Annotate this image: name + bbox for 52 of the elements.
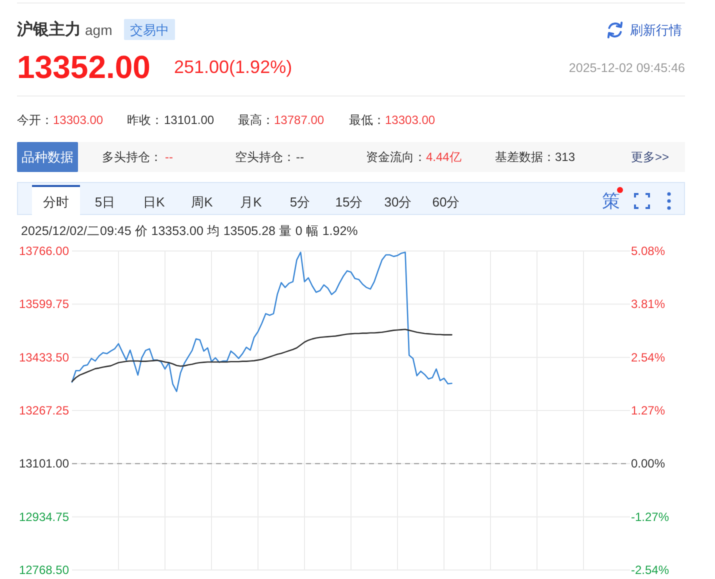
text: 日K bbox=[143, 194, 166, 210]
text: 更多>> bbox=[631, 150, 670, 164]
y2-tick-label: 5.08% bbox=[631, 244, 666, 258]
text: 空头持仓： bbox=[235, 150, 295, 164]
text: 13352.00 bbox=[17, 49, 150, 85]
y2-tick-label: 1.27% bbox=[631, 404, 666, 418]
text: -- bbox=[296, 150, 304, 164]
text: 313 bbox=[555, 150, 576, 164]
text: 基差数据： bbox=[495, 150, 555, 164]
text: 5分 bbox=[290, 194, 310, 210]
text: 13101.00 bbox=[164, 113, 214, 127]
text: 13303.00 bbox=[53, 113, 104, 127]
text: 周K bbox=[191, 194, 214, 210]
text: 昨收： bbox=[127, 113, 163, 127]
y2-tick-label: 3.81% bbox=[631, 297, 666, 312]
text: 资金流向： bbox=[366, 150, 426, 164]
text: 60分 bbox=[432, 194, 460, 210]
text: 15分 bbox=[335, 194, 363, 210]
text: 最低： bbox=[349, 113, 385, 127]
text: 今开： bbox=[17, 113, 53, 127]
text: 刷新行情 bbox=[630, 22, 682, 38]
chart-subtitle: 2025/12/02/二09:45 价 13353.00 均 13505.28 量 0 幅 1.92% bbox=[21, 224, 358, 238]
text: -- bbox=[165, 150, 173, 164]
text: 品种数据 bbox=[22, 150, 74, 164]
text: 策 bbox=[602, 191, 620, 211]
text: 最高： bbox=[238, 113, 274, 127]
line-series bbox=[71, 328, 452, 382]
text: 13787.00 bbox=[274, 113, 324, 127]
text: 分时 bbox=[43, 194, 69, 210]
y-tick-label: 12934.75 bbox=[18, 510, 70, 524]
y-tick-label: 12768.50 bbox=[18, 563, 70, 577]
text: 13303.00 bbox=[385, 113, 436, 127]
y2-tick-label: -2.54% bbox=[631, 563, 670, 577]
text: 251.00(1.92%) bbox=[174, 57, 292, 77]
y-tick-label: 13267.25 bbox=[18, 404, 70, 418]
chart-title: 沪银主力 bbox=[16, 20, 81, 38]
text: 多头持仓： bbox=[102, 150, 162, 164]
y2-tick-label: 0.00% bbox=[631, 456, 666, 471]
y-tick-label: 13766.00 bbox=[18, 244, 70, 258]
text: 月K bbox=[240, 194, 262, 210]
y2-tick-label: 2.54% bbox=[631, 350, 666, 364]
text: 4.44亿 bbox=[426, 150, 462, 164]
text: agm bbox=[85, 22, 112, 38]
y2-tick-label: -1.27% bbox=[631, 510, 670, 524]
y-tick-label: 13101.00 bbox=[18, 456, 70, 471]
text: 30分 bbox=[384, 194, 412, 210]
text: 交易中 bbox=[130, 22, 169, 38]
y-tick-label: 13433.50 bbox=[18, 350, 70, 364]
text: 2025-12-02 09:45:46 bbox=[568, 61, 686, 75]
text: 5日 bbox=[94, 194, 116, 210]
y-tick-label: 13599.75 bbox=[18, 297, 70, 312]
line-series bbox=[71, 252, 452, 392]
